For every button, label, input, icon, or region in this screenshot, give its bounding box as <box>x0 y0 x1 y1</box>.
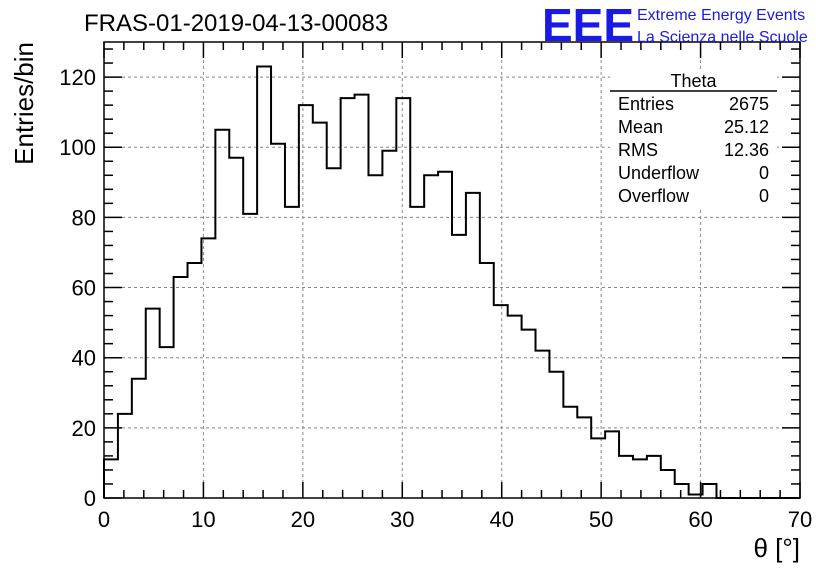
x-tick-label: 20 <box>291 507 315 532</box>
y-tick-label: 120 <box>59 65 96 90</box>
histogram-bin <box>522 330 536 498</box>
axis-ticks <box>103 42 801 499</box>
x-tick-label: 0 <box>98 507 110 532</box>
x-tick-label: 30 <box>390 507 414 532</box>
histogram-bin <box>271 144 285 498</box>
stats-row-label: Entries <box>618 94 674 114</box>
histogram-bin <box>536 351 550 498</box>
y-tick-label: 80 <box>72 205 96 230</box>
histogram-bin <box>410 207 424 498</box>
histogram-bin <box>508 316 522 498</box>
x-tick-label: 70 <box>788 507 812 532</box>
histogram-bin <box>703 484 717 498</box>
histogram-bin <box>257 67 271 498</box>
histogram-bin <box>368 175 382 498</box>
stats-row-value: 0 <box>759 186 769 206</box>
stats-row-label: Overflow <box>618 186 690 206</box>
stats-rows: Entries 2675 Mean 25.12 RMS 12.36 Underflow 0 Ov… <box>618 94 769 206</box>
histogram-bin <box>299 105 313 498</box>
histogram-bin <box>647 456 661 498</box>
histogram-bin <box>466 193 480 498</box>
stats-row-label: Underflow <box>618 163 700 183</box>
histogram-bin <box>160 347 174 498</box>
y-tick-label: 0 <box>84 486 96 511</box>
logo-line1: Extreme Energy Events <box>637 7 805 24</box>
histogram-bin <box>438 172 452 498</box>
stats-row-value: 0 <box>759 163 769 183</box>
histogram-bin <box>605 431 619 498</box>
histogram-bin <box>341 98 355 498</box>
histogram-series <box>103 65 800 499</box>
stats-row-value: 2675 <box>729 94 769 114</box>
histogram-bin <box>563 407 577 498</box>
histogram-bin <box>480 263 494 498</box>
histogram-bin <box>146 309 160 498</box>
plot-frame <box>103 41 801 499</box>
stats-title: Theta <box>670 71 717 91</box>
stats-row-value: 25.12 <box>724 117 769 137</box>
y-tick-label: 40 <box>72 346 96 371</box>
histogram-bin <box>188 263 202 498</box>
x-axis-label: θ [°] <box>753 533 800 563</box>
x-tick-label: 60 <box>688 507 712 532</box>
histogram-bin <box>104 459 118 498</box>
histogram-bin <box>424 175 438 498</box>
histogram-bin <box>494 305 508 498</box>
stats-row-label: Mean <box>618 117 663 137</box>
histogram-bin <box>243 214 257 498</box>
histogram-bin <box>452 235 466 498</box>
histogram-bin <box>591 438 605 498</box>
y-tick-label: 100 <box>59 135 96 160</box>
x-tick-label: 40 <box>489 507 513 532</box>
histogram-bin <box>355 95 369 498</box>
x-tick-label: 50 <box>589 507 613 532</box>
histogram-bin <box>285 207 299 498</box>
y-tick-label: 60 <box>72 276 96 301</box>
logo-mark: EEE <box>542 0 634 51</box>
stats-box: Theta Entries 2675 Mean 25.12 RMS 12.36 Underf… <box>610 71 777 210</box>
histogram-bin <box>118 414 132 498</box>
tick-labels: 0 10 20 30 40 50 60 70 0 20 40 60 80 100 120 <box>59 65 812 532</box>
histogram-bin <box>174 277 188 498</box>
histogram-bin <box>215 130 229 498</box>
histogram-bin <box>201 238 215 498</box>
histogram-bin <box>132 379 146 498</box>
histogram-bin <box>661 470 675 498</box>
stats-row-value: 12.36 <box>724 140 769 160</box>
histogram-bin <box>327 168 341 498</box>
histogram-bin <box>229 158 243 498</box>
histogram-outline <box>103 65 800 499</box>
y-axis-label: Entries/bin <box>9 42 39 165</box>
histogram-bin <box>577 417 591 498</box>
histogram-bin <box>675 484 689 498</box>
eee-logo: EEE Extreme Energy Events La Scienza nel… <box>542 0 808 51</box>
logo-line2: La Scienza nelle Scuole <box>637 29 808 46</box>
y-tick-label: 20 <box>72 416 96 441</box>
chart-title: FRAS-01-2019-04-13-00083 <box>84 10 388 37</box>
histogram-bin <box>633 459 647 498</box>
stats-row-label: RMS <box>618 140 658 160</box>
histogram-bin <box>313 123 327 498</box>
x-tick-label: 10 <box>191 507 215 532</box>
stats-box-background <box>610 72 777 210</box>
histogram-bin <box>382 151 396 498</box>
histogram-bin <box>396 98 410 498</box>
histogram-bin <box>549 372 563 498</box>
